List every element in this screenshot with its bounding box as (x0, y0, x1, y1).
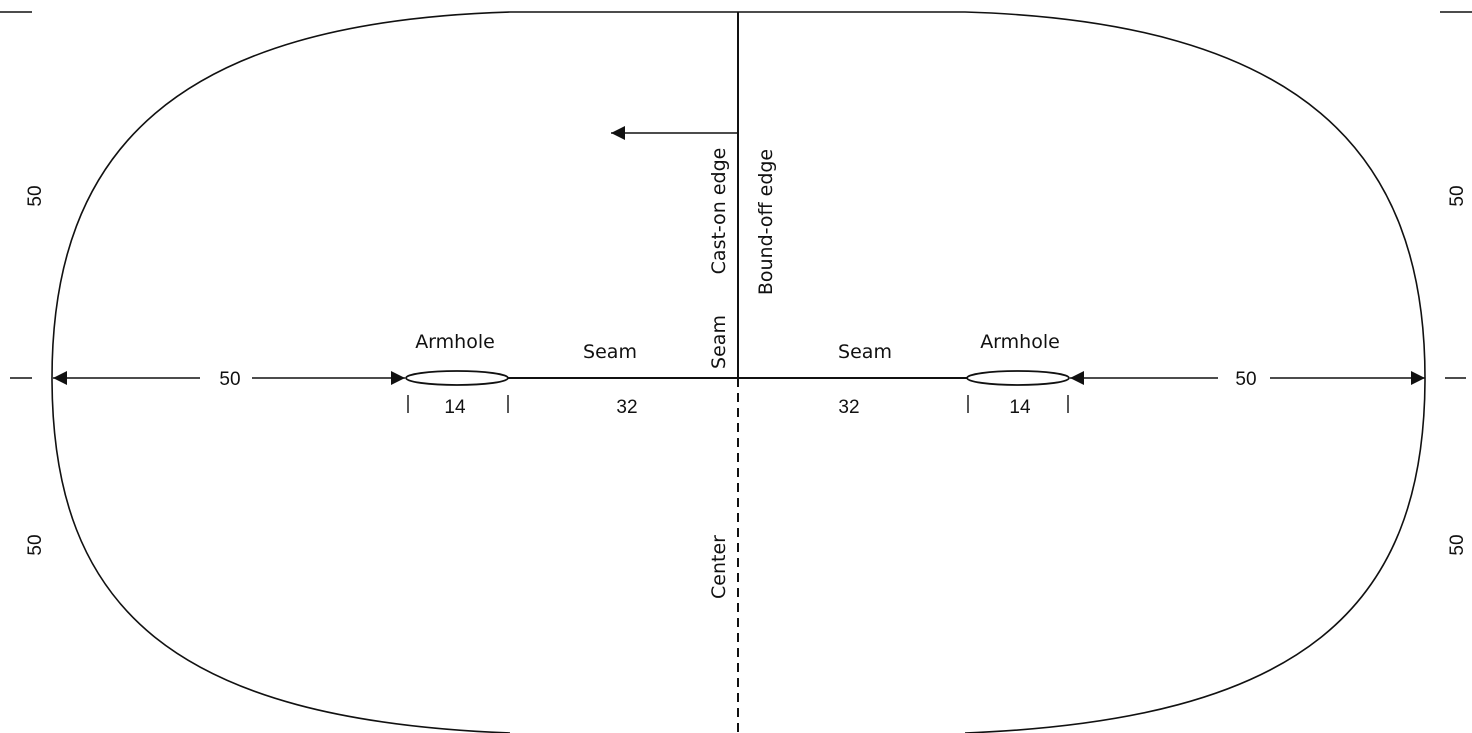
armhole-label-left: Armhole (415, 331, 495, 353)
seam-label-right: Seam (838, 341, 892, 363)
center-label: Center (708, 535, 730, 599)
seam-measure-left: 32 (616, 397, 637, 418)
width-label-right: 50 (1235, 369, 1256, 390)
seam-label-vertical: Seam (708, 315, 730, 369)
armhole-measure-left: 14 (444, 397, 466, 418)
armhole-measure-right: 14 (1009, 397, 1031, 418)
cast-on-edge-label: Cast-on edge (708, 148, 730, 275)
left-upper-measure: 50 (25, 185, 46, 206)
armhole-left (405, 370, 509, 386)
seam-label-left: Seam (583, 341, 637, 363)
armhole-label-right: Armhole (980, 331, 1060, 353)
armhole-right (966, 370, 1070, 386)
width-label-left: 50 (219, 369, 240, 390)
bound-off-edge-label: Bound-off edge (755, 149, 777, 295)
right-lower-measure: 50 (1447, 534, 1468, 555)
right-upper-measure: 50 (1447, 185, 1468, 206)
seam-measure-right: 32 (838, 397, 859, 418)
left-lower-measure: 50 (25, 534, 46, 555)
